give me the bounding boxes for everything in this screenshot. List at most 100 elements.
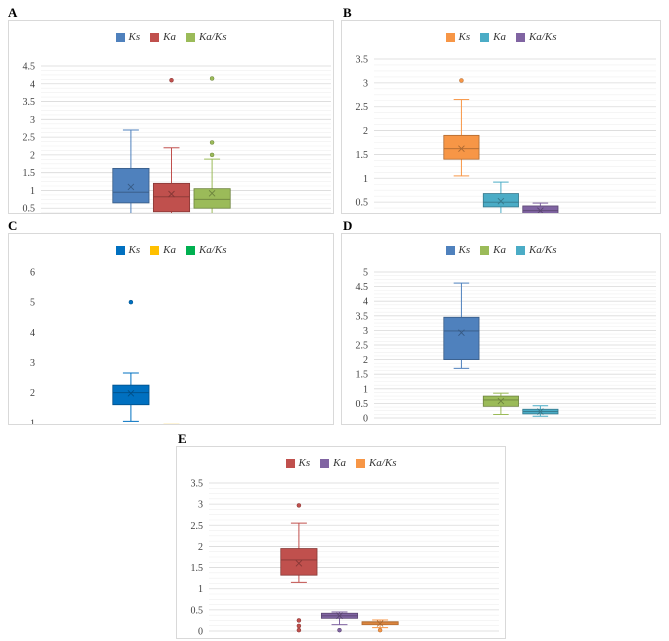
mean-marker [127, 183, 135, 191]
legend-item: Ks [115, 244, 141, 256]
mean-marker [295, 560, 303, 567]
legend: Ks Ka Ka/Ks [177, 457, 505, 469]
box-body [112, 384, 150, 406]
legend-item: Ks [285, 457, 311, 469]
legend-swatch [515, 32, 525, 42]
y-tick-label: 5 [30, 298, 35, 309]
chart-panel-d: Ks Ka Ka/Ks 0 0.5 1 1.5 2 2.5 3 3.5 4 4.5 5 [341, 233, 661, 425]
legend-swatch [285, 458, 295, 468]
box-ka [152, 77, 191, 213]
outlier-point [209, 152, 215, 158]
legend-item: Ka [480, 244, 506, 256]
box-ks [443, 282, 480, 369]
y-tick-label: 1.5 [356, 370, 369, 381]
mean-marker [537, 207, 544, 213]
box-ks [443, 78, 480, 177]
legend-label: Ks [128, 31, 141, 43]
legend-swatch [515, 245, 525, 255]
legend-label: Ka/Ks [198, 31, 227, 43]
box-body [152, 182, 191, 213]
legend-item: Ks [115, 31, 141, 43]
y-tick-label: 2.5 [191, 521, 204, 532]
legend-item: Ka [320, 457, 346, 469]
panel-letter-b: B [343, 5, 352, 20]
legend-swatch [355, 458, 365, 468]
y-tick-label: 0.5 [356, 399, 369, 410]
mean-marker [208, 189, 216, 197]
legend: Ks Ka Ka/Ks [9, 31, 333, 43]
legend: Ks Ka Ka/Ks [9, 244, 333, 256]
box-ks [280, 503, 318, 633]
y-tick-label: 2 [363, 355, 368, 366]
outlier-point [209, 140, 215, 145]
y-tick-label: 6 [30, 268, 35, 279]
legend-item: Ks [445, 244, 470, 256]
legend-item: Ka [480, 31, 506, 43]
y-tick-label: 4 [30, 328, 35, 339]
y-tick-label: 1.5 [356, 150, 369, 161]
legend-swatch [320, 458, 330, 468]
y-tick-label: 1.5 [191, 563, 204, 574]
y-tick-label: 0 [363, 414, 368, 425]
legend-swatch [480, 245, 490, 255]
panel-letter-e: E [178, 431, 187, 446]
y-tick-label: 3.5 [191, 479, 204, 490]
legend-item: Ks [445, 31, 471, 43]
y-tick-label: 2.5 [356, 341, 369, 352]
panel-letter-c: C [8, 218, 18, 233]
box-body [482, 193, 519, 208]
box-body [522, 205, 559, 213]
outlier-point [296, 623, 302, 629]
y-tick-label: 0 [198, 627, 203, 638]
legend-label: Ka [493, 31, 506, 43]
y-tick-label: 3.5 [23, 97, 36, 108]
legend-item: Ka/Ks [515, 31, 556, 43]
box-ks [112, 129, 150, 213]
y-tick-label: 1.5 [23, 168, 36, 179]
plot-area: 0 0.5 1 1.5 2 2.5 3 3.5 [191, 479, 499, 638]
legend-swatch [115, 32, 125, 42]
box-ka [320, 611, 359, 633]
y-tick-label: 5 [363, 268, 368, 279]
y-tick-label: 3 [363, 78, 368, 89]
box-body [193, 188, 231, 209]
y-tick-label: 4.5 [356, 282, 369, 293]
plot-area: 0123456 [30, 268, 180, 424]
legend-swatch [150, 245, 160, 255]
chart-panel-e: Ks Ka Ka/Ks 0 0.5 1 1.5 2 2.5 3 3.5 [176, 446, 506, 639]
y-tick-label: 3 [30, 358, 35, 369]
panel-letter-a: A [8, 5, 18, 20]
legend-label: Ka [163, 244, 176, 256]
legend-label: Ks [128, 244, 141, 256]
legend-label: Ks [458, 31, 471, 43]
y-tick-label: 3 [30, 115, 35, 126]
box-body [280, 548, 318, 576]
y-tick-label: 1 [30, 186, 35, 197]
legend-swatch [150, 32, 160, 42]
mean-marker [497, 397, 505, 405]
y-tick-label: 2 [30, 150, 35, 161]
panel-letter-d: D [343, 218, 353, 233]
mean-marker [127, 389, 135, 397]
box-ka-ks [522, 202, 559, 213]
legend: Ks Ka Ka/Ks [342, 31, 660, 43]
mean-marker [537, 408, 544, 415]
box-ka-ks [193, 76, 231, 213]
legend-label: Ks [298, 457, 311, 469]
box-ka-ks [522, 405, 559, 417]
legend-label: Ka/Ks [198, 244, 227, 256]
y-tick-label: 1 [363, 174, 368, 185]
y-tick-label: 1 [198, 584, 203, 595]
legend-item: Ka/Ks [185, 31, 227, 43]
mean-marker [168, 190, 175, 198]
box-ka-ks [361, 619, 399, 633]
box-body [443, 316, 480, 361]
legend-item: Ka [150, 31, 176, 43]
outlier-point [296, 503, 302, 508]
y-tick-label: 3 [363, 326, 368, 337]
box-ka [482, 392, 519, 415]
legend-label: Ka [163, 31, 176, 43]
outlier-point [377, 627, 383, 633]
y-tick-label: 3.5 [356, 55, 369, 66]
outlier-point [337, 627, 342, 633]
